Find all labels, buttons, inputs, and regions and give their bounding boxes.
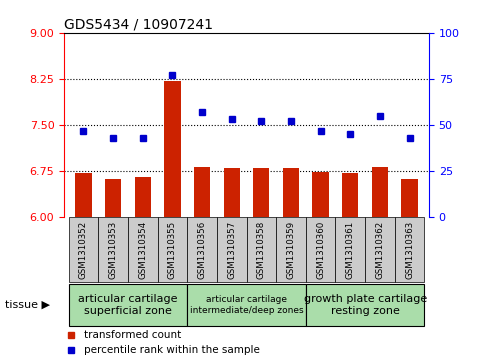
Bar [135, 177, 151, 217]
Text: growth plate cartilage
resting zone: growth plate cartilage resting zone [304, 294, 427, 316]
Bar [395, 217, 424, 282]
Text: GSM1310357: GSM1310357 [227, 220, 236, 279]
Bar [223, 168, 240, 217]
Text: GSM1310354: GSM1310354 [138, 220, 147, 279]
Bar [335, 217, 365, 282]
Bar [158, 217, 187, 282]
Bar [194, 167, 210, 217]
Bar [246, 217, 276, 282]
Bar [372, 167, 388, 217]
Text: GSM1310356: GSM1310356 [198, 220, 207, 279]
Bar [187, 217, 217, 282]
Bar [69, 217, 98, 282]
Bar [128, 217, 158, 282]
Text: GSM1310358: GSM1310358 [257, 220, 266, 279]
Text: tissue ▶: tissue ▶ [5, 300, 50, 310]
Text: GSM1310352: GSM1310352 [79, 220, 88, 279]
Text: articular cartilage
superficial zone: articular cartilage superficial zone [78, 294, 177, 316]
Bar [253, 168, 270, 217]
Bar [69, 284, 187, 326]
Text: GSM1310363: GSM1310363 [405, 220, 414, 279]
Bar [164, 81, 180, 217]
Bar [306, 217, 335, 282]
Bar [401, 179, 418, 217]
Text: percentile rank within the sample: percentile rank within the sample [84, 345, 260, 355]
Bar [98, 217, 128, 282]
Bar [105, 179, 121, 217]
Bar [342, 173, 358, 217]
Bar [75, 173, 92, 217]
Text: GSM1310355: GSM1310355 [168, 220, 177, 279]
Text: GSM1310353: GSM1310353 [108, 220, 117, 279]
Bar [306, 284, 424, 326]
Bar [217, 217, 246, 282]
Text: transformed count: transformed count [84, 330, 181, 340]
Text: GSM1310361: GSM1310361 [346, 220, 355, 279]
Text: GDS5434 / 10907241: GDS5434 / 10907241 [64, 17, 213, 32]
Bar [187, 284, 306, 326]
Text: GSM1310359: GSM1310359 [286, 221, 295, 279]
Text: articular cartilage
intermediate/deep zones: articular cartilage intermediate/deep zo… [190, 295, 303, 315]
Bar [276, 217, 306, 282]
Bar [283, 168, 299, 217]
Bar [313, 172, 329, 217]
Bar [365, 217, 395, 282]
Text: GSM1310362: GSM1310362 [376, 220, 385, 279]
Text: GSM1310360: GSM1310360 [316, 220, 325, 279]
